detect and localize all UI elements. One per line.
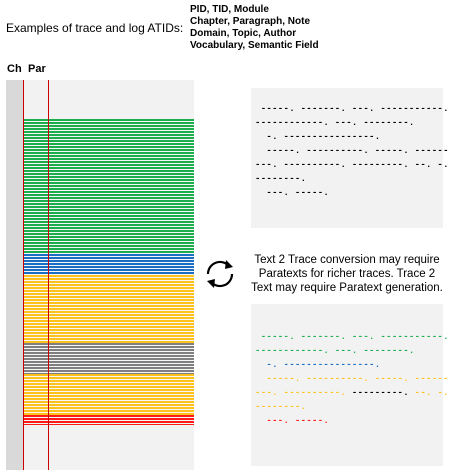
atid-line: Chapter, Paragraph, Note [190, 16, 311, 27]
colored-text-line: ---. -----. [255, 414, 443, 428]
atid-line: Vocabulary, Semantic Field [190, 40, 319, 51]
trace-band-blue [23, 253, 194, 275]
chapter-divider [23, 80, 24, 470]
ch-column-label: Ch [7, 63, 22, 75]
paragraph-divider [48, 80, 49, 470]
colored-text-line: -. ----------------. [255, 358, 443, 372]
colored-text-line: ---. ----------. ---------. --. -. ---- [255, 386, 449, 400]
par-column-label: Par [28, 63, 46, 75]
text-segment-green: -----. -------. ---. -----------. --- [255, 332, 450, 342]
colored-text-line: ------------. ---. --------. [255, 344, 443, 358]
text-segment-red: ---. -----. [255, 416, 330, 426]
atid-line: Domain, Topic, Author [190, 28, 297, 39]
text-line: --------. [255, 174, 307, 184]
atid-list: PID, TID, Module Chapter, Paragraph, Not… [190, 4, 319, 52]
text-segment-yellow: ---. ----------. [255, 388, 352, 398]
text-line: -. ----------------. [255, 132, 381, 142]
colored-text-line: -----. -------. ---. -----------. --- [255, 330, 449, 344]
text-segment-yellow: -----. ----------. -----. -------. -- [266, 374, 450, 384]
trace-band-green [23, 119, 194, 254]
text-segment-yellow: --. -. ---- [414, 388, 449, 398]
header-title: Examples of trace and log ATIDs: [6, 21, 184, 35]
colored-text-line: --------. [255, 400, 443, 414]
chapter-column [6, 80, 23, 470]
text-panel-colored: -----. -------. ---. -----------. --- ---… [251, 304, 450, 466]
text-line: ---. ----------. ---------. --. -. ---- [255, 160, 449, 170]
trace-band-yellow [23, 374, 194, 416]
text-panel-plain: -----. -------. ---. -----------. --- ---… [251, 88, 450, 228]
trace-band-yellow [23, 275, 194, 344]
text-line: ---. -----. [255, 188, 330, 198]
text-segment-black: ---------. [351, 388, 409, 398]
text-segment-green: ------------. ---. --------. [255, 346, 415, 356]
cycle-arrows-icon [206, 260, 234, 288]
colored-text-line: -----. ----------. -----. -------. -- [255, 372, 450, 386]
text-segment-yellow: --------. [255, 402, 307, 412]
text-line: -----. ----------. -----. -------. -- [266, 146, 450, 156]
text-line: -----. -------. ---. -----------. --- [255, 104, 450, 114]
text-line: ------------. ---. --------. [255, 118, 415, 128]
conversion-note: Text 2 Trace conversion may require Para… [251, 254, 443, 294]
trace-band-red [23, 415, 194, 426]
atid-line: PID, TID, Module [190, 4, 269, 15]
trace-band-gray [23, 343, 194, 375]
text-segment-blue: -. ----------------. [255, 360, 381, 370]
